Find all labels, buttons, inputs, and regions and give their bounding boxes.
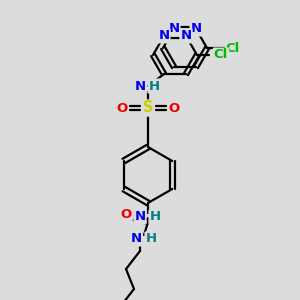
Text: N: N xyxy=(134,211,146,224)
Text: N: N xyxy=(130,232,142,245)
Text: H: H xyxy=(149,211,161,224)
Text: N: N xyxy=(134,80,146,92)
Text: S: S xyxy=(143,100,153,116)
Text: N: N xyxy=(190,22,202,35)
Text: H: H xyxy=(148,80,160,92)
Text: O: O xyxy=(116,101,128,115)
Text: N: N xyxy=(158,29,169,42)
Text: O: O xyxy=(168,101,180,115)
Text: H: H xyxy=(146,232,157,245)
Text: N: N xyxy=(168,22,180,35)
Text: Cl: Cl xyxy=(226,41,240,55)
Text: Cl: Cl xyxy=(214,49,228,62)
Text: N: N xyxy=(180,29,192,42)
Text: O: O xyxy=(120,208,132,220)
